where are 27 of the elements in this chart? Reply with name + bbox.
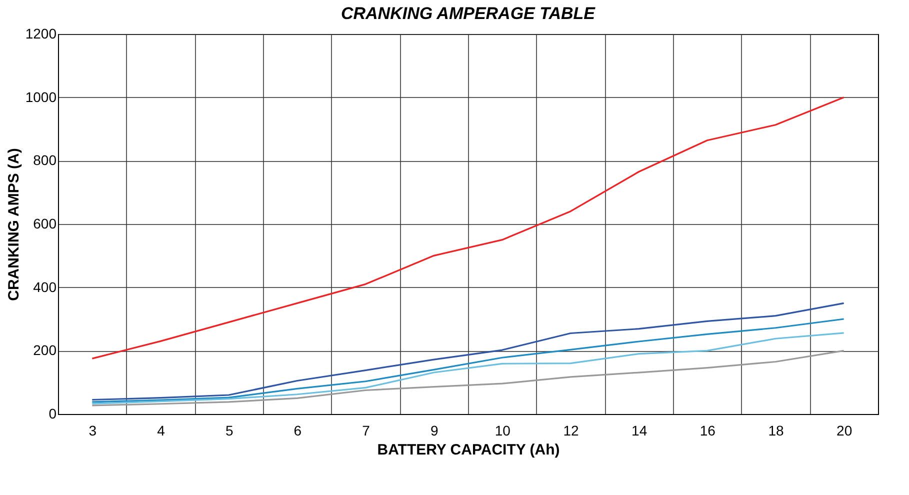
x-tick-label: 16 [700,422,716,438]
x-tick-label: 10 [494,422,511,438]
y-tick-label: 800 [33,152,57,168]
y-tick-label: 0 [48,406,57,422]
chart-title: CRANKING AMPERAGE TABLE [340,4,596,23]
line-series [91,96,845,360]
line-series [91,350,845,406]
x-tick-label: 3 [88,422,97,438]
y-axis-title: CRANKING AMPS (A) [5,148,22,301]
x-tick-label: 9 [430,422,438,438]
x-tick-label: 12 [563,422,579,438]
line-series [91,318,845,403]
line-series [91,302,845,401]
y-tick-label: 200 [33,342,57,358]
x-tick-label: 4 [157,422,166,438]
y-tick-label: 1200 [25,26,57,42]
x-tick-label: 18 [768,422,784,438]
x-tick-label: 6 [294,422,302,438]
y-tick-label: 400 [33,278,57,295]
line-series [91,332,845,404]
x-tick-label: 20 [836,422,852,438]
x-tick-label: 14 [632,422,648,438]
x-tick-label: 5 [225,422,234,438]
y-tick-label: 1000 [25,88,57,105]
x-axis-title: BATTERY CAPACITY (Ah) [377,442,560,458]
x-tick-label: 7 [362,422,370,438]
y-tick-label: 600 [33,216,57,232]
